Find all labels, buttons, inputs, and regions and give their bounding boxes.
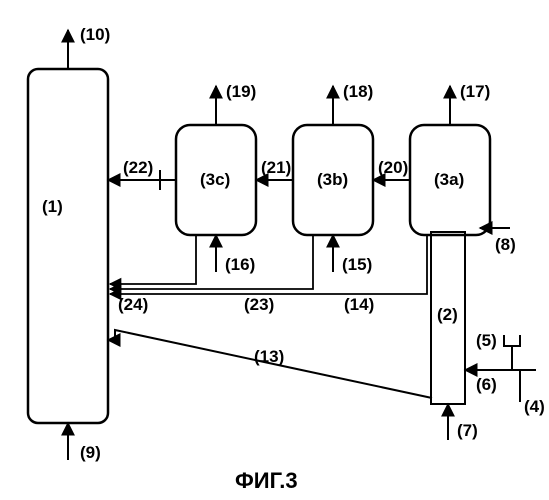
- label-22: (22): [123, 158, 153, 177]
- label-6: (6): [476, 375, 497, 394]
- label-5: (5): [476, 331, 497, 350]
- label-19: (19): [226, 82, 256, 101]
- diagram-labels: (1) (2) (3a) (3b) (3c) (10) (19) (18) (1…: [42, 25, 545, 462]
- edge-14: [110, 235, 427, 294]
- label-24: (24): [118, 295, 148, 314]
- label-node-2: (2): [437, 305, 458, 324]
- label-node-3a: (3a): [434, 170, 464, 189]
- label-node-1: (1): [42, 197, 63, 216]
- label-8: (8): [495, 235, 516, 254]
- node-1: [28, 69, 108, 423]
- label-16: (16): [225, 255, 255, 274]
- label-21: (21): [261, 158, 291, 177]
- label-4: (4): [524, 397, 545, 416]
- diagram-shapes: [28, 69, 490, 423]
- label-node-3b: (3b): [317, 170, 348, 189]
- edge-5-cup: [504, 335, 520, 346]
- label-20: (20): [378, 158, 408, 177]
- label-node-3c: (3c): [200, 170, 230, 189]
- label-13: (13): [254, 347, 284, 366]
- label-10: (10): [80, 25, 110, 44]
- label-18: (18): [343, 82, 373, 101]
- edge-23: [110, 235, 313, 289]
- label-15: (15): [342, 255, 372, 274]
- edge-24: [110, 235, 196, 284]
- label-23: (23): [244, 295, 274, 314]
- label-9: (9): [80, 443, 101, 462]
- label-17: (17): [460, 82, 490, 101]
- label-7: (7): [457, 421, 478, 440]
- figure-caption: ФИГ.3: [235, 468, 298, 493]
- label-14: (14): [344, 295, 374, 314]
